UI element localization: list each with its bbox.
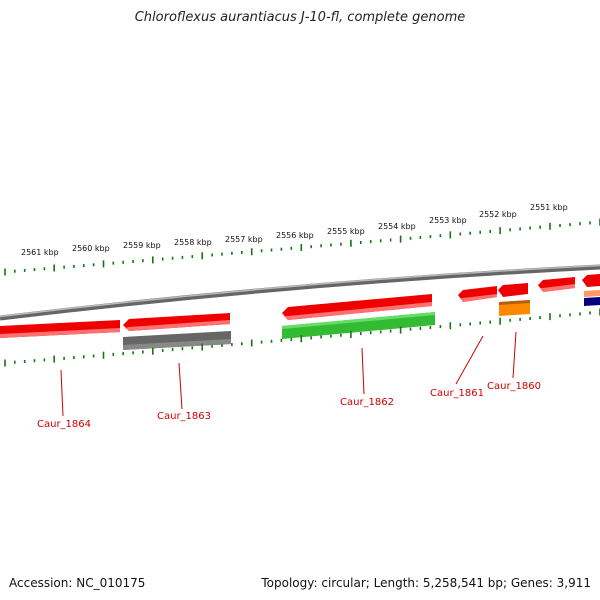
gene-arrow-shade — [0, 328, 120, 338]
genome-backbone-highlight — [0, 264, 600, 318]
topology-text: Topology: circular; Length: 5,258,541 bp… — [261, 576, 591, 590]
kbp-label: 2554 kbp — [378, 222, 416, 231]
kbp-label: 2556 kbp — [276, 231, 314, 240]
kbp-label: 2552 kbp — [479, 210, 517, 219]
cds-track — [0, 274, 600, 338]
cog-track — [123, 290, 600, 350]
cog-block-green-shade — [282, 312, 435, 329]
page-title: Chloroflexus aurantiacus J-10-fl, comple… — [134, 10, 466, 25]
cog-block-orange-shade — [499, 300, 530, 305]
ruler-outer-ticks — [4, 218, 600, 276]
gene-label-caur-1864[interactable]: Caur_1864 — [37, 419, 91, 430]
leader-line — [361, 347, 365, 395]
gene-arrow-shade — [460, 294, 497, 302]
kbp-label: 2559 kbp — [123, 241, 161, 250]
cog-block-green[interactable] — [282, 312, 435, 339]
gene-arrow-shade — [540, 284, 575, 292]
kbp-label: 2551 kbp — [530, 203, 568, 212]
leader-line — [455, 335, 484, 385]
accession-text: Accession: NC_010175 — [9, 576, 146, 590]
leader-line — [512, 331, 517, 379]
gene-label-caur-1862[interactable]: Caur_1862 — [340, 397, 394, 408]
gene-labels: Caur_1864 Caur_1863 Caur_1862 Caur_1861 … — [37, 331, 541, 430]
kbp-label: 2558 kbp — [174, 238, 212, 247]
kbp-label: 2553 kbp — [429, 216, 467, 225]
kbp-label: 2555 kbp — [327, 227, 365, 236]
cog-block-navy[interactable] — [584, 297, 600, 306]
gene-arrow-shade — [125, 320, 230, 331]
gene-label-caur-1863[interactable]: Caur_1863 — [157, 411, 211, 422]
kbp-label: 2561 kbp — [21, 248, 59, 257]
leader-line — [60, 369, 64, 417]
gene-label-caur-1860[interactable]: Caur_1860 — [487, 381, 541, 392]
gene-arrow-shade — [284, 302, 432, 320]
gene-arrow[interactable] — [498, 283, 528, 297]
gene-arrow[interactable] — [582, 274, 600, 287]
leader-line — [178, 362, 183, 410]
gene-label-caur-1861[interactable]: Caur_1861 — [430, 388, 484, 399]
cog-block-grey-shade — [123, 339, 231, 350]
kbp-label: 2557 kbp — [225, 235, 263, 244]
genome-backbone — [0, 264, 600, 321]
ruler-inner-ticks — [4, 308, 600, 367]
ruler-labels: 2561 kbp 2560 kbp 2559 kbp 2558 kbp 2557… — [21, 203, 568, 257]
kbp-label: 2560 kbp — [72, 244, 110, 253]
cog-block-salmon[interactable] — [584, 290, 600, 297]
